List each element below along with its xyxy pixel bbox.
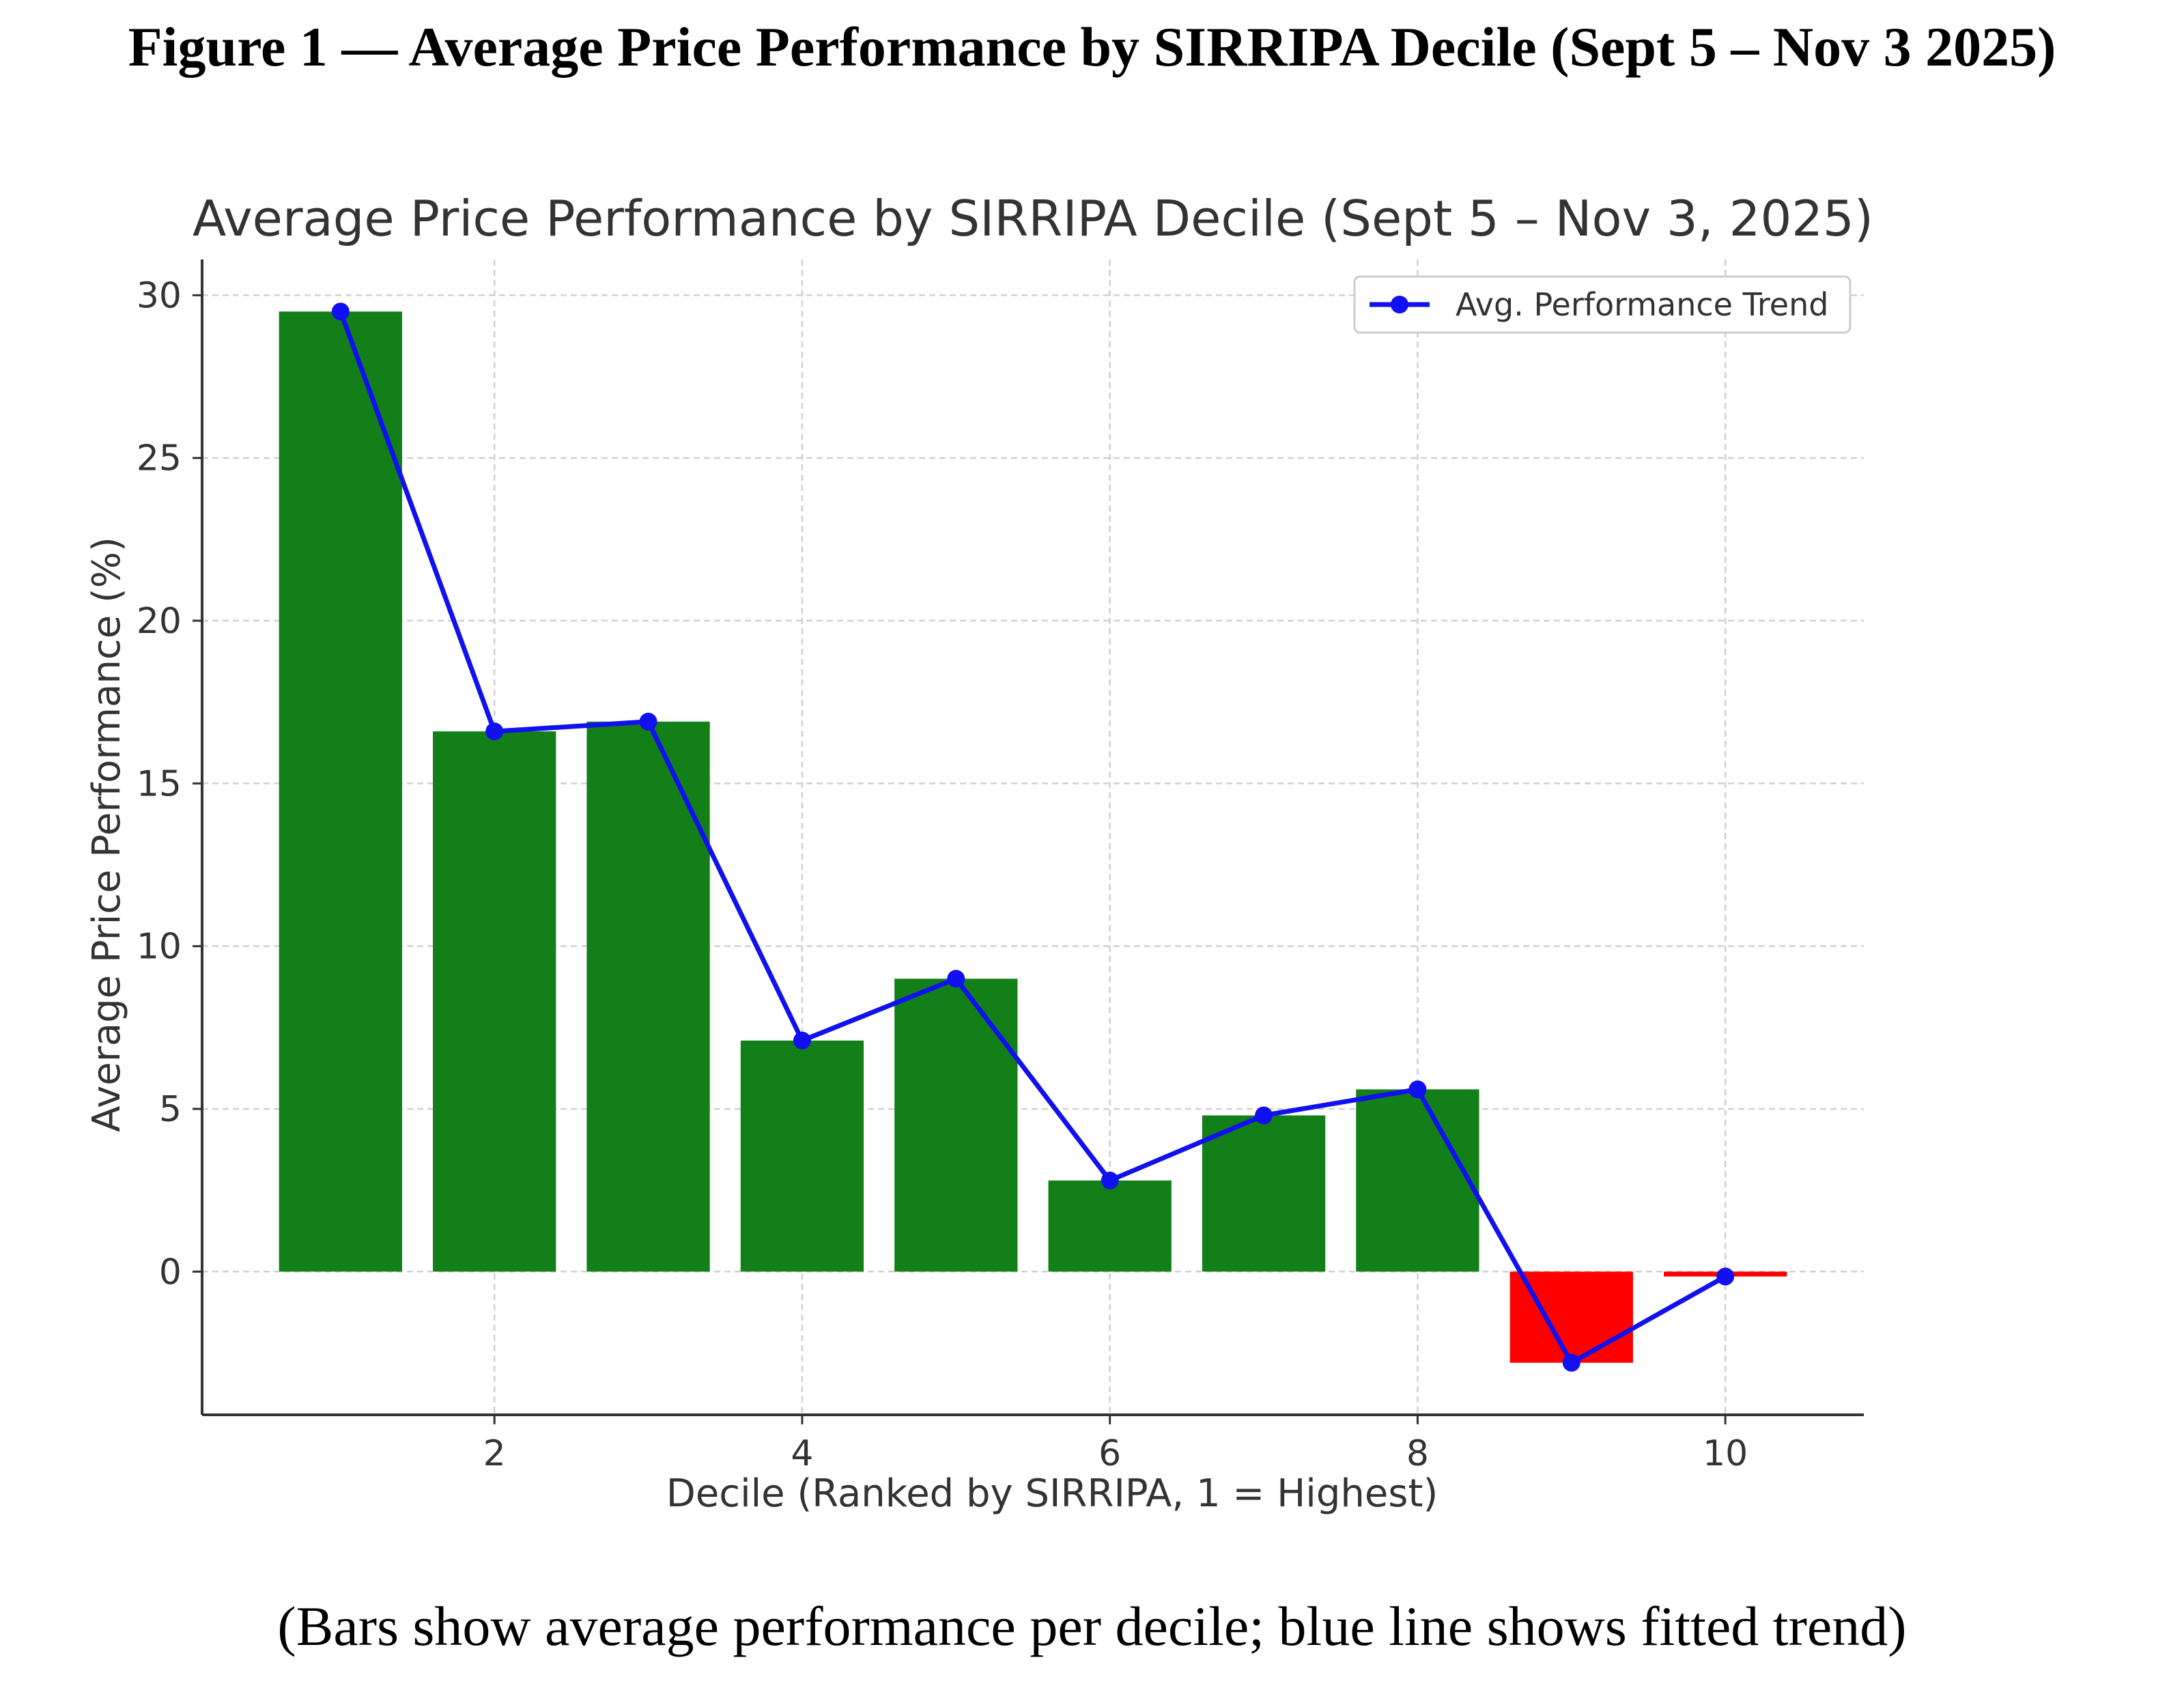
y-tick-label: 15: [137, 763, 182, 804]
bar-decile-6: [1048, 1180, 1172, 1272]
trend-point-decile-5: [947, 970, 965, 988]
trend-point-decile-8: [1408, 1080, 1427, 1099]
bar-decile-1: [279, 311, 402, 1272]
x-tick-label: 8: [1406, 1433, 1429, 1474]
legend-box: [1353, 275, 1852, 334]
x-tick-label: 4: [791, 1433, 813, 1474]
axes: [193, 259, 1864, 1424]
trend-point-decile-4: [793, 1031, 811, 1050]
y-tick-label: 5: [159, 1089, 182, 1130]
trend-point-decile-9: [1562, 1353, 1580, 1372]
trend-point-decile-6: [1101, 1171, 1119, 1189]
y-tick-label: 10: [137, 927, 182, 968]
y-axis-label: Average Price Performance (%): [85, 537, 129, 1132]
bar-decile-3: [586, 721, 710, 1272]
bar-decile-5: [894, 978, 1018, 1272]
x-tick-label: 2: [483, 1433, 506, 1474]
trend-line-group: [331, 302, 1735, 1372]
figure-title: Figure 1 — Average Price Performance by …: [128, 16, 2056, 78]
chart-title: Average Price Performance by SIRRIPA Dec…: [193, 190, 1873, 247]
x-tick-label: 10: [1703, 1433, 1748, 1474]
bar-decile-2: [433, 731, 556, 1272]
bar-decile-4: [740, 1040, 864, 1272]
y-tick-label: 0: [159, 1252, 182, 1293]
legend-marker-swatch: [1391, 296, 1408, 313]
trend-point-decile-7: [1255, 1106, 1273, 1125]
bar-decile-7: [1202, 1115, 1326, 1272]
x-tick-label: 6: [1098, 1433, 1121, 1474]
trend-point-decile-2: [485, 722, 504, 741]
bars: [279, 311, 1787, 1363]
figure-caption: (Bars show average performance per decil…: [277, 1595, 1907, 1657]
legend: Avg. Performance Trend: [1353, 275, 1852, 334]
y-tick-label: 25: [137, 438, 182, 479]
x-axis-label: Decile (Ranked by SIRRIPA, 1 = Highest): [666, 1471, 1438, 1516]
trend-point-decile-10: [1716, 1267, 1735, 1286]
bar-decile-8: [1356, 1089, 1479, 1272]
trend-point-decile-1: [331, 302, 350, 321]
trend-point-decile-3: [639, 712, 657, 731]
y-tick-label: 20: [137, 601, 182, 642]
trend-line: [338, 311, 1727, 1366]
y-tick-label: 30: [137, 275, 182, 316]
legend-label: Avg. Performance Trend: [1456, 286, 1828, 323]
